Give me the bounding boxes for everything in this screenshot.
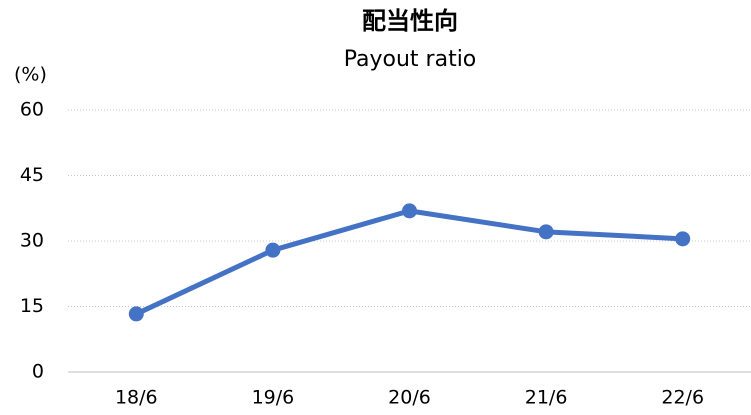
x-tick-label: 19/6 <box>252 387 295 409</box>
y-tick-label: 0 <box>32 361 44 383</box>
data-point <box>675 231 691 247</box>
x-tick-label: 18/6 <box>115 387 158 409</box>
chart-title: 配当性向 <box>362 7 458 35</box>
y-axis-label: (%) <box>14 64 47 86</box>
data-point <box>265 242 281 258</box>
y-tick-label: 30 <box>20 230 44 252</box>
data-point <box>128 306 144 322</box>
x-tick-label: 21/6 <box>525 387 568 409</box>
data-point <box>402 203 417 219</box>
y-tick-label: 45 <box>20 164 44 186</box>
x-tick-label: 22/6 <box>661 387 704 409</box>
y-tick-label: 60 <box>20 99 44 121</box>
chart-subtitle: Payout ratio <box>344 47 477 72</box>
y-tick-label: 15 <box>20 295 44 317</box>
x-tick-label: 20/6 <box>388 387 431 409</box>
data-point <box>538 224 554 240</box>
data-line <box>135 208 683 317</box>
